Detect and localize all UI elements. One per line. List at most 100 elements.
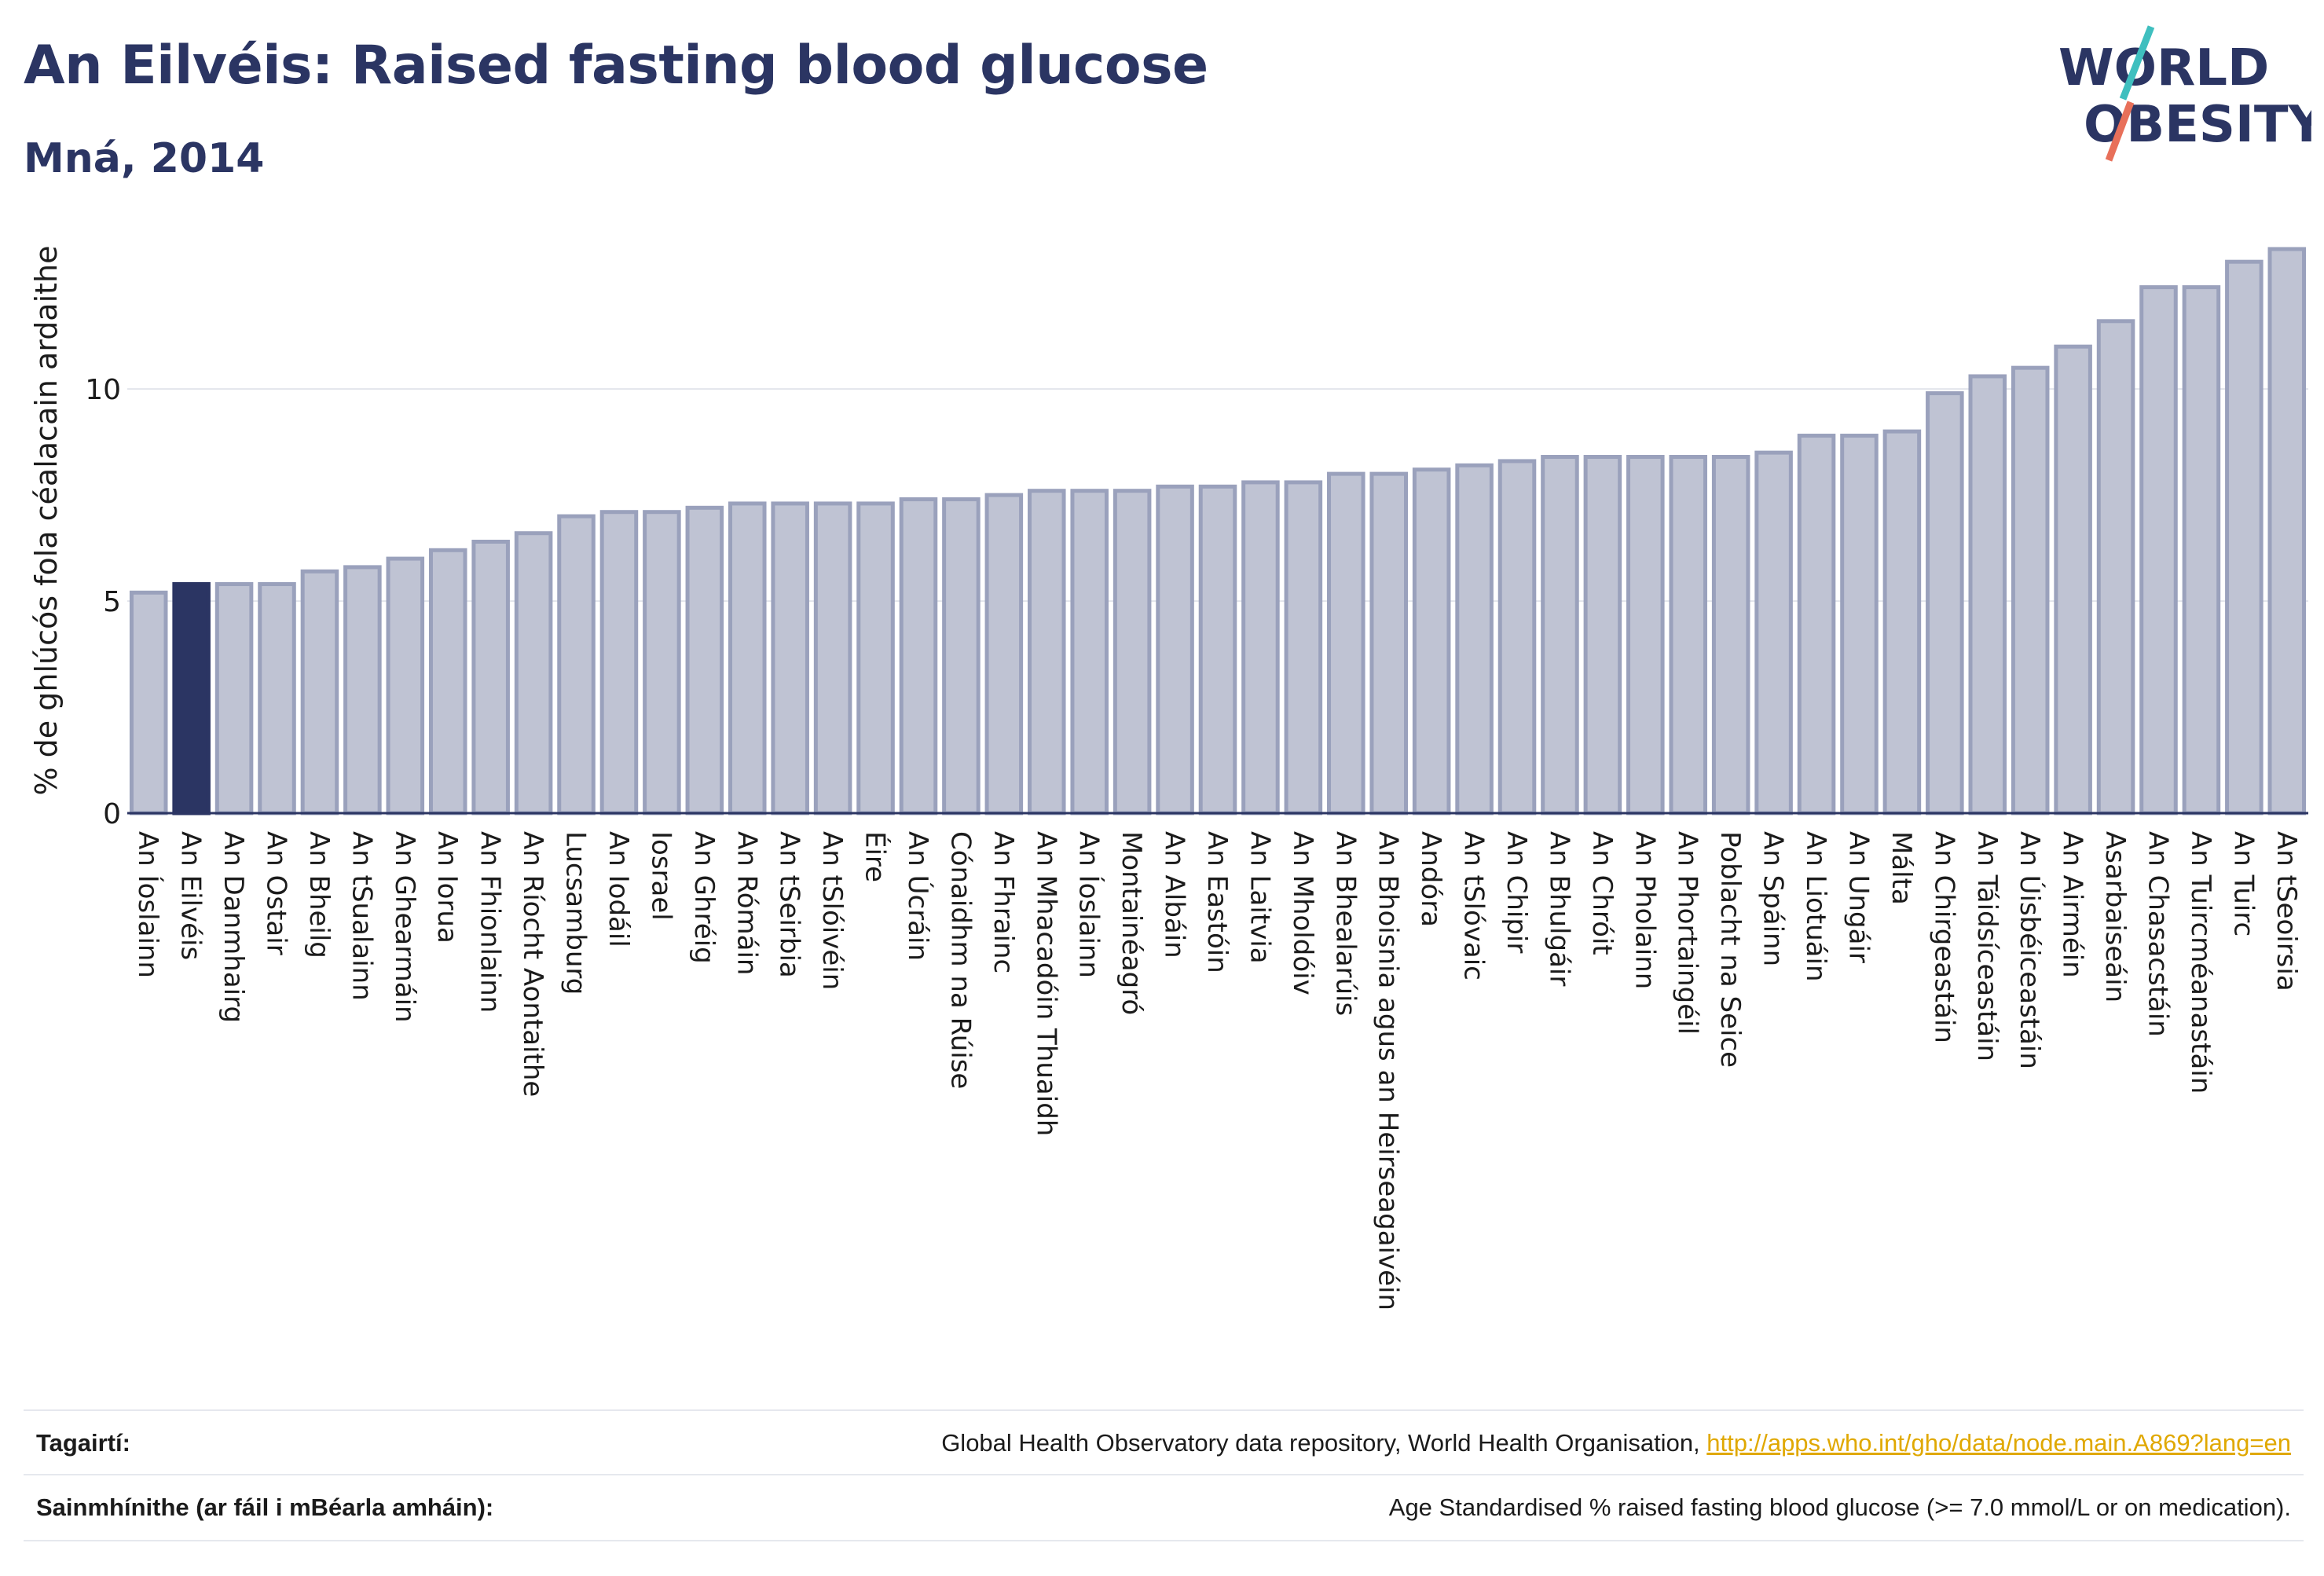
x-tick-label: An Tuircméanastáin	[2185, 831, 2216, 1094]
definitions-row: Sainmhínithe (ar fáil i mBéarla amháin):…	[24, 1474, 2304, 1541]
bar[interactable]	[1455, 463, 1494, 815]
x-tick-label: An Chirgeastáin	[1928, 831, 1959, 1043]
bar[interactable]	[984, 493, 1024, 815]
x-tick-label: An Íoslainn	[132, 831, 164, 978]
bar[interactable]	[1754, 450, 1793, 815]
bar[interactable]	[343, 565, 382, 815]
x-tick-label: An tSlóivéin	[816, 831, 848, 990]
x-tick-label: An Chasacstáin	[2142, 831, 2173, 1037]
bar[interactable]	[471, 539, 510, 815]
world-obesity-logo: WORLD OBESITY	[2058, 25, 2311, 162]
bar[interactable]	[557, 514, 596, 815]
bar[interactable]	[2267, 247, 2307, 815]
bar[interactable]	[1882, 429, 1922, 815]
y-tick-label: 10	[85, 374, 121, 406]
bar[interactable]	[1926, 391, 1964, 815]
bar[interactable]	[813, 501, 852, 815]
bar[interactable]	[1284, 480, 1323, 815]
bar[interactable]	[386, 556, 425, 815]
x-tick-label: Andóra	[1415, 831, 1446, 927]
bar[interactable]	[1198, 484, 1237, 815]
bar-highlighted[interactable]	[172, 581, 211, 815]
bar[interactable]	[129, 590, 168, 815]
x-tick-label: An Phortaingéil	[1672, 831, 1703, 1035]
x-tick-label: An Tuirc	[2227, 831, 2259, 936]
bar[interactable]	[258, 581, 296, 815]
bar[interactable]	[1583, 455, 1622, 815]
bar[interactable]	[514, 531, 553, 815]
bar[interactable]	[1497, 459, 1537, 815]
x-tick-label: An Pholainn	[1629, 831, 1660, 989]
bar[interactable]	[1327, 471, 1365, 815]
bar[interactable]	[728, 501, 767, 815]
bar[interactable]	[1626, 455, 1665, 815]
bar[interactable]	[1669, 455, 1708, 815]
x-tick-label: An Eilvéis	[175, 831, 207, 960]
bar[interactable]	[1711, 455, 1750, 815]
x-tick-label: Cónaidhm na Rúise	[944, 831, 976, 1089]
bar[interactable]	[942, 497, 981, 815]
x-tick-label: An Chipir	[1501, 831, 1532, 953]
x-tick-label: An Airméin	[2057, 831, 2088, 978]
bar[interactable]	[428, 548, 467, 815]
bar[interactable]	[1541, 455, 1579, 815]
bar[interactable]	[2011, 365, 2050, 815]
x-tick-label: An Bhealarúis	[1329, 831, 1361, 1016]
bar[interactable]	[1369, 471, 1408, 815]
bar[interactable]	[643, 510, 681, 815]
references-link[interactable]: http://apps.who.int/gho/data/node.main.A…	[1706, 1429, 2291, 1457]
bar[interactable]	[771, 501, 809, 815]
references-row: Tagairtí: Global Health Observatory data…	[24, 1409, 2304, 1475]
logo-slash-coral	[2105, 101, 2135, 162]
bar[interactable]	[1241, 480, 1280, 815]
x-tick-label: An Bhoisnia agus an Heirseagaivéin	[1373, 831, 1404, 1310]
bar[interactable]	[1156, 484, 1194, 815]
bar[interactable]	[2096, 319, 2135, 815]
x-tick-label: An tSeirbia	[774, 831, 805, 978]
definitions-label: Sainmhínithe (ar fáil i mBéarla amháin):	[36, 1494, 494, 1521]
definitions-value: Age Standardised % raised fasting blood …	[1388, 1494, 2291, 1521]
x-tick-label: An tSlóvaic	[1458, 831, 1490, 980]
chart-subtitle: Mná, 2014	[24, 135, 265, 182]
bar[interactable]	[899, 497, 938, 815]
bar[interactable]	[1028, 489, 1066, 815]
bar[interactable]	[214, 581, 254, 815]
bar[interactable]	[2225, 259, 2264, 815]
bar[interactable]	[856, 501, 895, 815]
x-tick-label: An Ríocht Aontaithe	[517, 831, 548, 1097]
bar[interactable]	[685, 505, 724, 815]
x-tick-label: An Spáinn	[1758, 831, 1789, 966]
x-tick-label: An Bheilg	[303, 831, 335, 958]
bar[interactable]	[1840, 434, 1879, 815]
x-tick-label: An Íoslainn	[1073, 831, 1105, 978]
x-tick-label: An Iodáil	[603, 831, 634, 947]
x-tick-label: An Liotuáin	[1800, 831, 1831, 982]
bar[interactable]	[1797, 434, 1836, 815]
bar[interactable]	[1968, 374, 2007, 815]
category-labels: An Íoslainn An Eilvéis An Danmhairg An Osta…	[132, 831, 2302, 1310]
x-tick-label: An Chróit	[1586, 831, 1618, 955]
x-tick-label: An Ghréig	[688, 831, 720, 964]
x-tick-label: Montainéagró	[1116, 831, 1147, 1015]
bar[interactable]	[300, 569, 339, 815]
logo-slash-teal	[2119, 25, 2155, 101]
bar[interactable]	[2139, 285, 2178, 815]
x-tick-label: An Bhulgáir	[1543, 831, 1574, 986]
references-text: Global Health Observatory data repositor…	[941, 1429, 1707, 1457]
x-tick-label: An Ghearmáin	[389, 831, 420, 1023]
bar[interactable]	[599, 510, 639, 815]
bar[interactable]	[1113, 489, 1152, 815]
references-label: Tagairtí:	[36, 1429, 130, 1457]
y-tick-label: 0	[103, 798, 121, 830]
x-tick-label: An Iorua	[431, 831, 463, 944]
x-tick-label: An tSeoirsia	[2271, 831, 2302, 991]
bar[interactable]	[2182, 285, 2221, 815]
x-tick-label: Éire	[860, 831, 892, 882]
bars	[129, 247, 2307, 815]
bar[interactable]	[2054, 344, 2092, 815]
x-tick-label: An Táidsíceastáin	[1971, 831, 2003, 1061]
bar[interactable]	[1070, 489, 1109, 815]
x-tick-label: Lucsamburg	[560, 831, 592, 995]
bar[interactable]	[1412, 467, 1451, 815]
